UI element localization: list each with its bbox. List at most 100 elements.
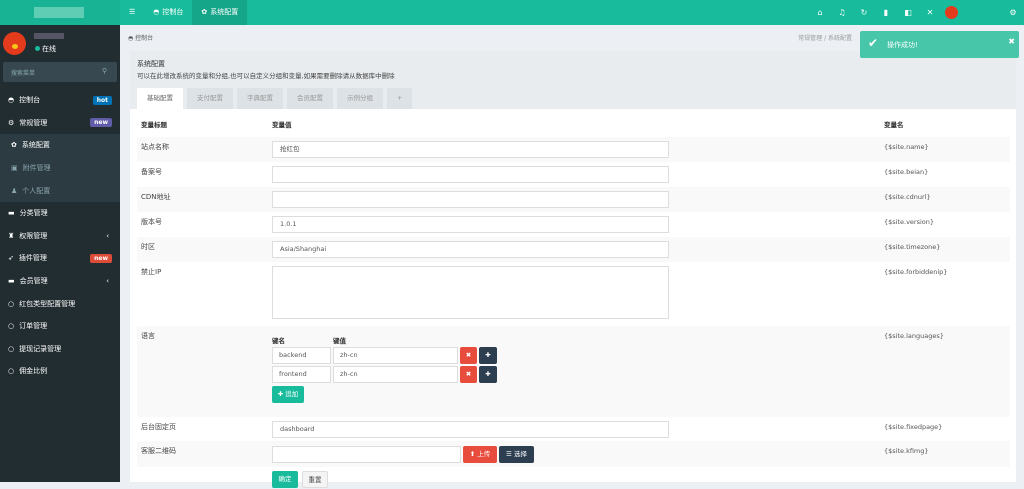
row-title: CDN地址 — [141, 193, 171, 201]
key-header: 键名 — [272, 337, 285, 345]
sidebar-item-6[interactable]: ♜ 权限管理 ‹ — [8, 231, 109, 240]
value-input[interactable]: zh-cn — [333, 366, 458, 383]
sidebar-item-3[interactable]: ▣ 附件管理 — [0, 156, 120, 180]
row-title: 后台固定页 — [141, 423, 176, 431]
remove-button[interactable]: ✖ — [460, 366, 477, 383]
dashboard-icon: ◓ — [153, 8, 160, 16]
row-varname: {$site.timezone} — [884, 243, 941, 251]
reset-button[interactable]: 重置 — [302, 471, 328, 488]
sidebar-item-12[interactable]: ○ 佣金比例 — [8, 367, 48, 376]
sidebar-item-9[interactable]: ○ 红包类型配置管理 — [8, 299, 76, 308]
tab-0[interactable]: 基础配置 — [137, 88, 183, 109]
value-input[interactable]: Asia/Shanghai — [272, 241, 669, 258]
group-icon: ♜ — [8, 231, 15, 240]
drag-handle[interactable]: ✚ — [479, 366, 497, 383]
tab-dashboard[interactable]: ◓ 控制台 — [144, 0, 192, 25]
gear-icon: ✿ — [201, 8, 208, 16]
menu-icon: ☰ — [129, 8, 136, 16]
check-icon: ✔ — [868, 36, 879, 50]
value-input[interactable] — [272, 166, 669, 183]
drag-handle[interactable]: ✚ — [479, 347, 497, 364]
cogs-icon[interactable]: ⚙ — [1009, 8, 1017, 17]
tab-system-config[interactable]: ✿ 系统配置 — [192, 0, 248, 25]
logo[interactable] — [0, 0, 120, 25]
sidebar-item-2[interactable]: ✿ 系统配置 — [0, 134, 120, 157]
value-input[interactable] — [272, 266, 669, 319]
search-icon: ⚲ — [101, 67, 107, 75]
value-input[interactable]: zh-cn — [333, 347, 458, 364]
circle-icon: ○ — [8, 344, 15, 353]
key-input[interactable]: backend — [272, 347, 331, 364]
config-row: 版本号 {$site.version} 1.0.1 — [137, 212, 1010, 237]
sidebar-item-7[interactable]: ➶ 插件管理 new — [0, 247, 120, 270]
close-icon[interactable]: ✖ — [1008, 37, 1015, 46]
top-navbar: ☰ ◓ 控制台 ✿ 系统配置 ⌂ ♫ ↻ ▮ ◧ ✕ ⚙ — [0, 0, 1024, 25]
sidebar-item-5[interactable]: ▬ 分类管理 — [8, 209, 48, 218]
user-panel: 在线 — [0, 25, 120, 55]
username — [34, 33, 64, 39]
config-panel: 系统配置 可以在此增改系统的变量和分组,也可以自定义分组和变量,如果需要删除请从… — [130, 51, 1016, 488]
row-varname: {$site.fixedpage} — [884, 423, 943, 431]
kfimg-input[interactable] — [272, 446, 461, 463]
breadcrumb-path: 常规管理 / 系统配置 — [798, 35, 852, 42]
rocket-icon: ➶ — [8, 254, 14, 263]
add-tab-button[interactable]: + — [387, 88, 413, 109]
column-header-value: 变量值 — [272, 121, 292, 129]
row-varname: {$site.version} — [884, 218, 935, 226]
breadcrumb[interactable]: ◓ 控制台 — [128, 35, 154, 42]
sidebar-toggle-button[interactable]: ☰ — [120, 0, 144, 25]
badge: new — [90, 253, 112, 263]
upload-button[interactable]: ⬆ 上传 — [463, 446, 497, 463]
config-row: 客服二维码 {$site.kfimg} ⬆ 上传 ☰ 选择 — [137, 441, 1010, 467]
home-icon[interactable]: ⌂ — [817, 8, 823, 17]
menu-search-input[interactable]: 搜索菜单 ⚲ — [3, 62, 117, 82]
tab-1[interactable]: 支付配置 — [187, 88, 233, 109]
sidebar-item-8[interactable]: ▬ 会员管理 ‹ — [8, 277, 109, 286]
sidebar-item-10[interactable]: ○ 订单管理 — [8, 322, 48, 331]
chevron-left-icon: ‹ — [106, 277, 109, 286]
bell-icon[interactable]: ♫ — [838, 8, 846, 17]
user-avatar[interactable] — [945, 6, 958, 19]
dashboard-icon: ◓ — [8, 96, 15, 105]
select-button[interactable]: ☰ 选择 — [499, 446, 534, 463]
tab-4[interactable]: 示例分组 — [337, 88, 383, 109]
append-button[interactable]: ✚ 追加 — [272, 386, 304, 403]
submit-button[interactable]: 确定 — [272, 471, 298, 488]
row-varname: {$site.kfimg} — [884, 447, 929, 455]
list-icon: ▬ — [8, 209, 15, 218]
circle-icon: ○ — [8, 367, 15, 376]
row-title: 禁止IP — [141, 268, 162, 276]
fullscreen-icon[interactable]: ✕ — [926, 8, 934, 17]
panel-title: 系统配置 — [137, 60, 165, 68]
row-varname: {$site.languages} — [884, 332, 944, 340]
sidebar-item-4[interactable]: ♟ 个人配置 — [0, 179, 120, 202]
badge: hot — [92, 95, 112, 105]
close-icon: ✖ — [465, 370, 472, 378]
remove-button[interactable]: ✖ — [460, 347, 477, 364]
success-toast: ✔ 操作成功! ✖ — [860, 31, 1019, 58]
config-row: 语言 {$site.languages} 键名 键值 backend zh-cn ✖ ✚… — [137, 326, 1010, 417]
value-input[interactable] — [272, 191, 669, 208]
key-input[interactable]: frontend — [272, 366, 331, 383]
close-icon: ✖ — [465, 351, 472, 359]
value-input[interactable]: 抢红包 — [272, 141, 669, 158]
sidebar-item-11[interactable]: ○ 提现记录管理 — [8, 344, 62, 353]
sidebar-item-0[interactable]: ◓ 控制台 hot — [0, 89, 120, 112]
value-input[interactable]: dashboard — [272, 421, 669, 438]
move-icon: ✚ — [485, 370, 491, 378]
row-varname: {$site.beian} — [884, 168, 929, 176]
row-title: 语言 — [141, 332, 155, 340]
row-varname: {$site.cdnurl} — [884, 193, 931, 201]
sidebar-item-1[interactable]: ⚙ 常规管理 new — [0, 112, 120, 135]
refresh-icon[interactable]: ↻ — [860, 8, 868, 17]
value-header: 键值 — [333, 337, 346, 345]
row-title: 客服二维码 — [141, 447, 176, 455]
tab-2[interactable]: 字典配置 — [237, 88, 283, 109]
tab-3[interactable]: 会员配置 — [287, 88, 333, 109]
trash-icon[interactable]: ▮ — [883, 8, 889, 17]
config-row: 备案号 {$site.beian} — [137, 162, 1010, 187]
value-input[interactable]: 1.0.1 — [272, 216, 669, 233]
sidebar: 在线 搜索菜单 ⚲ ◓ 控制台 hot ⚙ 常规管理 new ✿ 系统配置 ▣ 附件管理 ♟ 个人配置 ▬… — [0, 25, 120, 482]
translate-icon[interactable]: ◧ — [904, 8, 912, 17]
config-row: 时区 {$site.timezone} Asia/Shanghai — [137, 237, 1010, 262]
